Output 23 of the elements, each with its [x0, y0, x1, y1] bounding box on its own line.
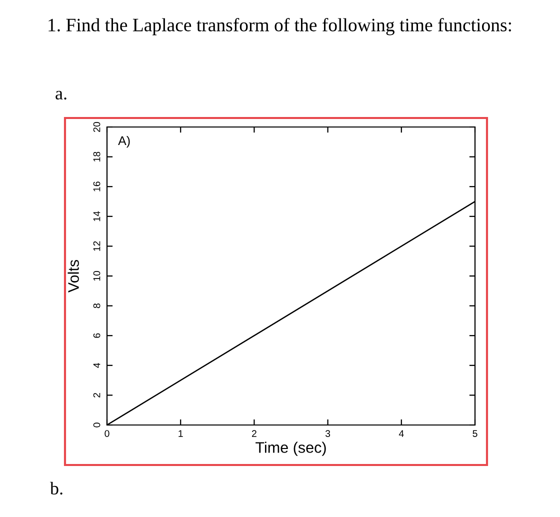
y-tick-label: 8: [93, 304, 100, 308]
y-tick-label: 18: [93, 152, 100, 162]
x-tick-label: 1: [178, 430, 183, 437]
y-tick-label: 16: [93, 182, 100, 192]
y-tick-label: 20: [93, 122, 100, 132]
x-tick-label: 2: [252, 430, 256, 437]
y-axis-title: Volts: [68, 260, 79, 292]
y-tick-label: 4: [93, 362, 100, 368]
y-tick-label: 12: [93, 241, 100, 251]
x-tick-label: 4: [398, 430, 404, 437]
chart-title: 1. Find the Laplace transform of the following time functions:: [48, 18, 511, 36]
annotation: A): [118, 136, 130, 148]
y-tick-label: 14: [93, 211, 100, 222]
text: b.: [50, 482, 62, 495]
text: a.: [56, 90, 66, 100]
x-tick-label: 3: [325, 430, 330, 437]
y-tick-label: 0: [93, 422, 100, 428]
x-tick-label: 5: [472, 430, 478, 437]
x-tick-label: 0: [104, 430, 110, 437]
y-tick-label: 10: [93, 270, 100, 281]
y-tick-label: 2: [93, 392, 100, 398]
y-tick-label: 6: [93, 333, 100, 338]
x-axis-title: Time (sec): [256, 442, 326, 456]
